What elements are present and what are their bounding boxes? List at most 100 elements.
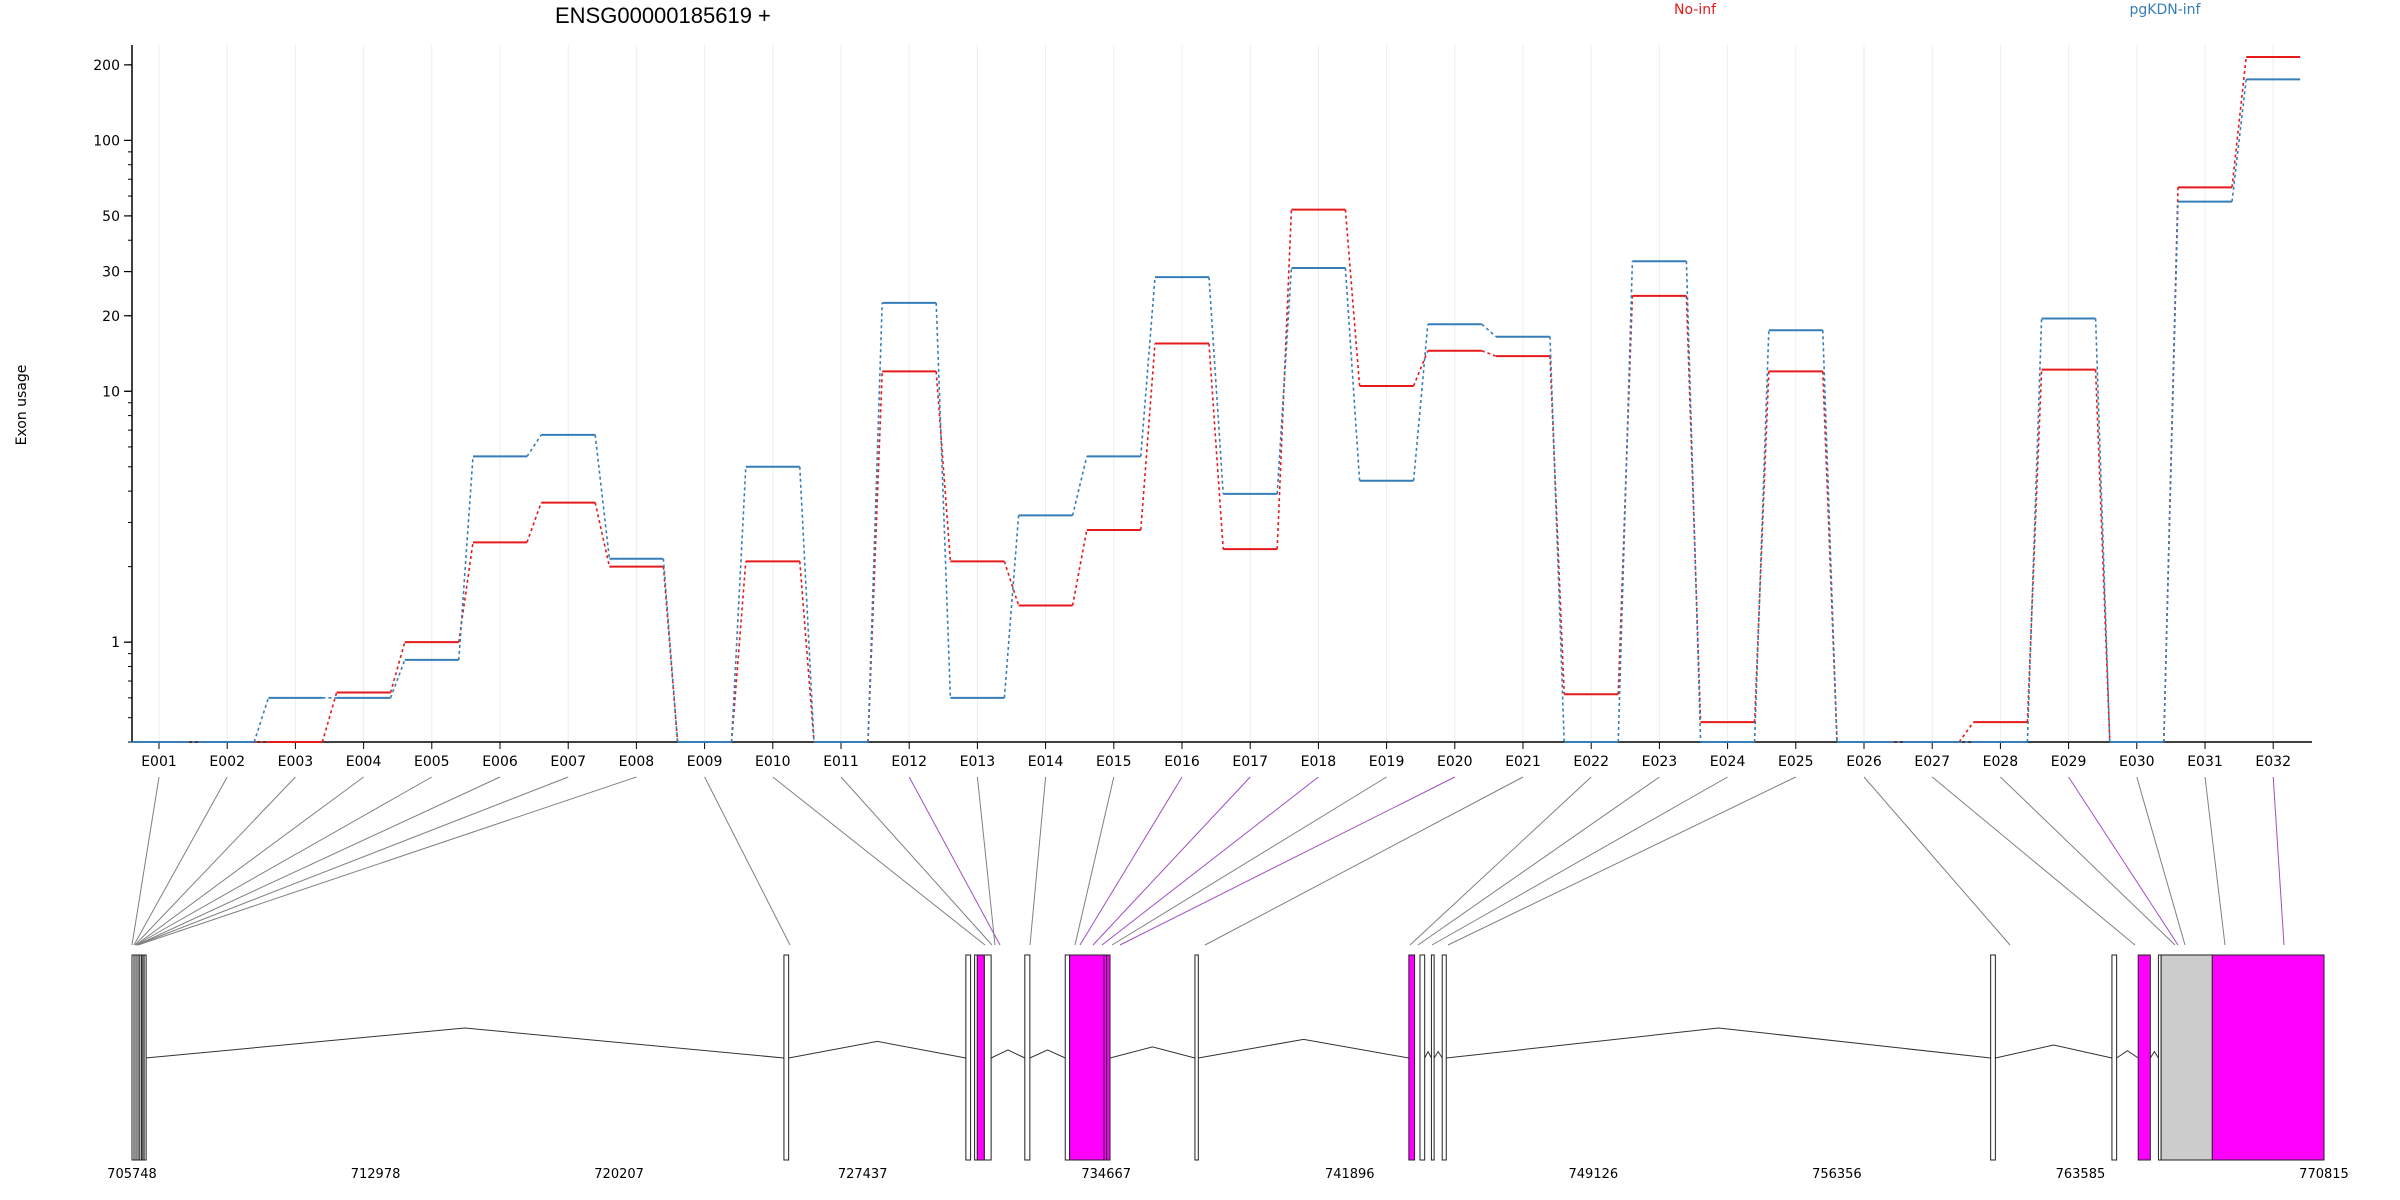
exon-connector bbox=[1417, 776, 1660, 946]
x-tick-label: E024 bbox=[1710, 754, 1746, 770]
series-connector bbox=[2026, 318, 2043, 743]
series-connector bbox=[1481, 350, 1497, 357]
series-connector bbox=[2163, 201, 2179, 743]
series-connector bbox=[730, 466, 747, 743]
x-tick-label: E020 bbox=[1437, 754, 1473, 770]
intron-line bbox=[1109, 1046, 1196, 1059]
exon-connector bbox=[1409, 776, 1592, 946]
exon-box bbox=[2111, 954, 2118, 1161]
y-tick-label: 20 bbox=[102, 309, 120, 325]
exon-connector bbox=[2204, 776, 2226, 946]
series-connector bbox=[1822, 371, 1838, 743]
intron-line bbox=[1424, 1050, 1432, 1059]
exon-box bbox=[1069, 954, 1105, 1161]
series-connector bbox=[458, 456, 474, 660]
x-tick-label: E005 bbox=[414, 754, 450, 770]
x-tick-label: E014 bbox=[1028, 754, 1064, 770]
series-connector bbox=[526, 434, 542, 457]
x-tick-label: E007 bbox=[550, 754, 586, 770]
x-tick-label: E002 bbox=[209, 754, 245, 770]
exon-box bbox=[1990, 954, 1996, 1161]
x-tick-label: E003 bbox=[278, 754, 314, 770]
x-tick-label: E031 bbox=[2187, 754, 2223, 770]
series-connector bbox=[1208, 277, 1224, 494]
series-connector bbox=[662, 566, 679, 743]
series-pgKDN-inf bbox=[132, 78, 2301, 743]
series-connector bbox=[935, 371, 952, 562]
exon-connector bbox=[1079, 776, 1183, 946]
series-connector bbox=[1003, 515, 1020, 698]
x-tick-label: E009 bbox=[687, 754, 723, 770]
series-connector bbox=[1208, 343, 1224, 550]
gene-model: 705748 712978 720207 727437 734667 741896 7491… bbox=[107, 954, 2349, 1182]
exon-box bbox=[1106, 954, 1111, 1161]
y-axis-label: Exon usage bbox=[14, 365, 30, 446]
series-connector bbox=[1071, 529, 1088, 606]
exon-connector bbox=[976, 776, 996, 946]
series-connector bbox=[1412, 324, 1429, 481]
series-connector bbox=[867, 302, 883, 743]
series-connector bbox=[935, 302, 952, 698]
exon-connector bbox=[133, 776, 228, 946]
x-tick-label: E017 bbox=[1232, 754, 1268, 770]
exon-box bbox=[1419, 954, 1426, 1161]
x-tick-label: E013 bbox=[960, 754, 996, 770]
x-tick-label: E027 bbox=[1914, 754, 1950, 770]
x-tick-label: E006 bbox=[482, 754, 518, 770]
series-connector bbox=[253, 697, 270, 743]
coordinate-label: 763585 bbox=[2056, 1167, 2106, 1182]
exon-connector bbox=[135, 776, 433, 946]
series-connector bbox=[1753, 330, 1770, 743]
series-connector bbox=[2231, 56, 2247, 188]
y-tick-label: 100 bbox=[93, 133, 120, 149]
x-tick-label: E030 bbox=[2119, 754, 2155, 770]
exon-connector bbox=[1447, 776, 1797, 946]
exon-connector bbox=[1119, 776, 1456, 946]
x-tick-label: E012 bbox=[891, 754, 927, 770]
intron-line bbox=[145, 1027, 784, 1059]
exon-connectors bbox=[131, 776, 2285, 946]
series-connector bbox=[1344, 209, 1361, 387]
exon-box bbox=[1024, 954, 1031, 1161]
exon-connector bbox=[1074, 776, 1115, 946]
coordinate-label: 720207 bbox=[594, 1167, 644, 1182]
exon-connector bbox=[908, 776, 1001, 946]
x-tick-label: E025 bbox=[1778, 754, 1814, 770]
x-tick-label: E019 bbox=[1369, 754, 1405, 770]
series-connector bbox=[2026, 369, 2043, 723]
x-tick-label: E016 bbox=[1164, 754, 1200, 770]
exon-connector bbox=[1931, 776, 2136, 946]
coordinate-label: 712978 bbox=[351, 1167, 401, 1182]
x-tick-label: E008 bbox=[619, 754, 655, 770]
x-tick-label: E032 bbox=[2255, 754, 2291, 770]
series-No-inf bbox=[132, 55, 2301, 743]
exon-connector bbox=[131, 776, 160, 946]
exon-box bbox=[1194, 954, 1199, 1161]
exon-box bbox=[143, 954, 147, 1161]
exon-box bbox=[2160, 954, 2213, 1161]
exon-connector bbox=[2272, 776, 2285, 946]
series-connector bbox=[662, 558, 679, 743]
series-connector bbox=[1549, 336, 1565, 743]
exon-connector bbox=[1092, 776, 1251, 946]
legend-no-inf: No-inf bbox=[1674, 2, 1717, 18]
x-tick-label: E001 bbox=[141, 754, 177, 770]
series-connector bbox=[2231, 79, 2247, 202]
intron-line bbox=[2116, 1050, 2139, 1059]
series-connector bbox=[389, 659, 406, 699]
intron-line bbox=[1433, 1050, 1443, 1059]
chart-title: ENSG00000185619 + bbox=[555, 3, 771, 28]
exon-connector bbox=[134, 776, 296, 946]
series-connector bbox=[1003, 561, 1020, 606]
exon-connector bbox=[2068, 776, 2179, 946]
intron-line bbox=[1029, 1049, 1066, 1059]
series-connector bbox=[1481, 323, 1497, 338]
intron-line bbox=[1995, 1044, 2113, 1059]
x-tick-label: E023 bbox=[1642, 754, 1678, 770]
exon-connector bbox=[2000, 776, 2176, 946]
y-tick-label: 1 bbox=[111, 635, 120, 651]
exon-connector bbox=[136, 776, 501, 946]
x-tick-label: E011 bbox=[823, 754, 859, 770]
series-connector bbox=[730, 561, 747, 743]
x-tick-label: E028 bbox=[1983, 754, 2019, 770]
